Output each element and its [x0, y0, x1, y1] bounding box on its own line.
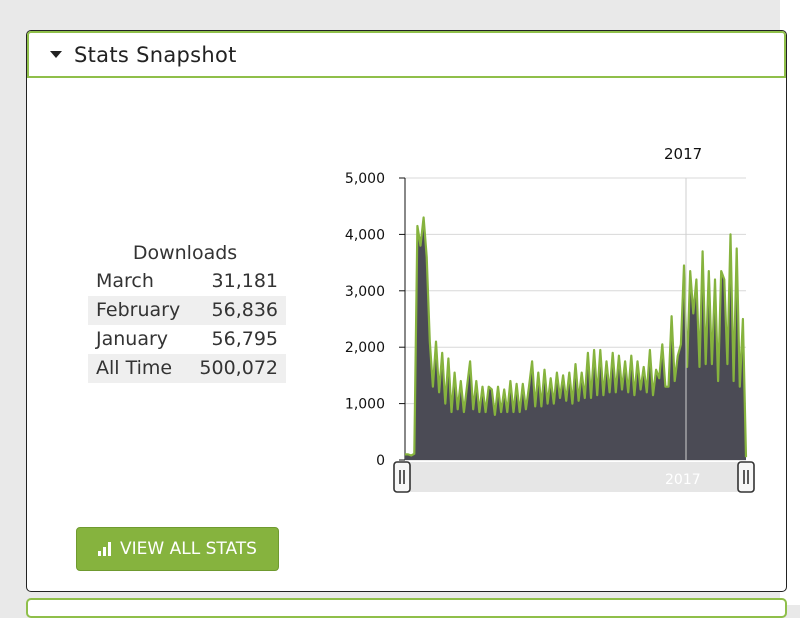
stats-row-value: 500,072 [199, 357, 278, 379]
y-tick-label: 1,000 [345, 397, 385, 413]
y-tick-label: 0 [376, 453, 385, 469]
stats-row-value: 56,836 [211, 299, 278, 321]
stats-row-label: January [96, 328, 169, 350]
view-all-stats-button[interactable]: VIEW ALL STATS [76, 527, 279, 571]
navigator-track[interactable] [402, 462, 746, 492]
stats-row: March 31,181 [88, 267, 286, 296]
navigator-year-label: 2017 [665, 472, 701, 488]
next-panel [26, 598, 787, 618]
stats-row: February 56,836 [88, 296, 286, 325]
downloads-heading: Downloads [132, 242, 238, 264]
downloads-chart: 0 1,000 2,000 3,000 4,000 5,000 2017 2017 [330, 140, 760, 500]
y-axis: 0 1,000 2,000 3,000 4,000 5,000 [345, 171, 406, 469]
panel-header[interactable]: Stats Snapshot [27, 31, 786, 78]
stats-row: All Time 500,072 [88, 354, 286, 383]
y-tick-label: 3,000 [345, 284, 385, 300]
stats-row-value: 56,795 [211, 328, 278, 350]
stats-row-label: March [96, 270, 154, 292]
navigator-left-handle[interactable] [393, 461, 411, 493]
series-line [405, 216, 748, 458]
bar-chart-icon [98, 542, 112, 556]
year-label: 2017 [664, 145, 702, 163]
navigator-right-handle[interactable] [737, 461, 755, 493]
y-tick-label: 5,000 [345, 171, 385, 187]
downloads-table: Downloads March 31,181 February 56,836 J… [88, 242, 286, 383]
y-tick-label: 2,000 [345, 340, 385, 356]
stats-row: January 56,795 [88, 325, 286, 354]
stats-row-label: All Time [96, 357, 173, 379]
series-area [405, 217, 746, 460]
panel-title: Stats Snapshot [74, 43, 237, 67]
y-tick-label: 4,000 [345, 227, 385, 243]
caret-down-icon[interactable] [50, 51, 62, 58]
stats-row-value: 31,181 [211, 270, 278, 292]
view-all-stats-label: VIEW ALL STATS [120, 539, 257, 559]
stats-row-label: February [96, 299, 181, 321]
chart-svg: 0 1,000 2,000 3,000 4,000 5,000 2017 2017 [345, 145, 755, 493]
